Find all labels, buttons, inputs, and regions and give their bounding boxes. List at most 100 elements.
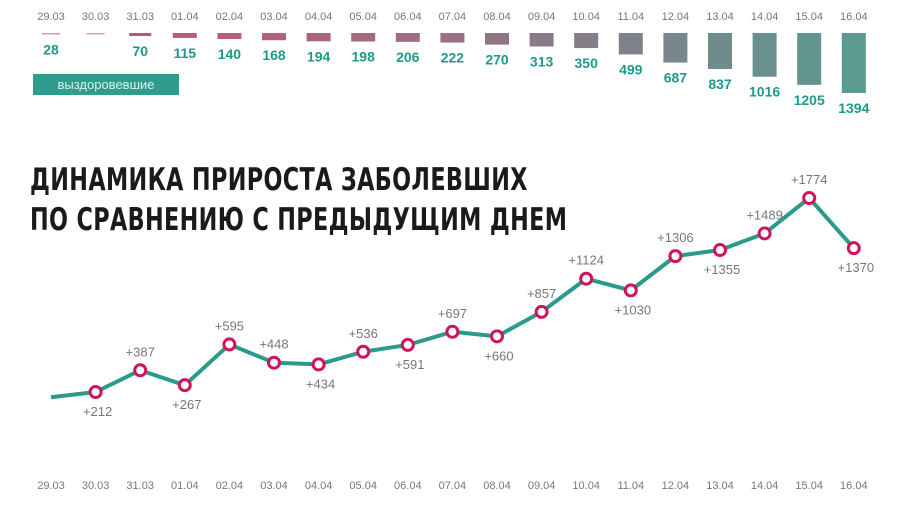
top-date-label: 06.04	[394, 11, 422, 23]
x-axis-date-label: 14.04	[751, 480, 779, 492]
recovered-value-label: 194	[307, 48, 331, 64]
recovered-value-label: 1205	[794, 92, 825, 108]
top-date-label: 30.03	[82, 11, 110, 23]
x-axis-date-label: 16.04	[840, 480, 868, 492]
recovered-value-label: 115	[174, 45, 197, 61]
recovered-bar	[440, 33, 465, 43]
recovered-value-label: 70	[132, 43, 148, 59]
growth-value-label: +1030	[615, 302, 652, 317]
top-date-label: 14.04	[751, 11, 779, 23]
growth-value-label: +660	[484, 348, 513, 363]
recovered-bar	[217, 33, 242, 40]
x-axis-date-label: 06.04	[394, 480, 422, 492]
top-date-label: 29.03	[37, 11, 65, 23]
x-axis-date-label: 07.04	[439, 480, 467, 492]
growth-marker	[177, 378, 192, 393]
growth-marker	[757, 226, 772, 241]
recovered-bar	[395, 33, 420, 42]
recovered-value-label: 1394	[838, 100, 869, 116]
growth-marker	[802, 190, 817, 205]
growth-marker	[356, 344, 371, 359]
top-date-label: 05.04	[349, 11, 377, 23]
growth-marker	[490, 329, 504, 344]
recovered-bar	[574, 33, 599, 49]
recovered-value-label: 168	[262, 47, 286, 63]
recovered-value-label: 222	[441, 50, 465, 66]
recovered-bar	[529, 33, 554, 47]
growth-value-label: +591	[395, 357, 424, 372]
growth-marker	[623, 283, 638, 298]
growth-value-label: +387	[126, 344, 155, 359]
x-axis-date-label: 31.03	[126, 480, 154, 492]
x-axis-date-label: 30.03	[82, 480, 110, 492]
top-date-label: 04.04	[305, 11, 333, 23]
top-date-label: 01.04	[171, 11, 199, 23]
growth-marker	[579, 271, 594, 286]
top-date-label: 15.04	[795, 11, 823, 23]
title-line-1: ДИНАМИКА ПРИРОСТА ЗАБОЛЕВШИХ	[30, 162, 528, 198]
growth-value-label: +448	[259, 337, 288, 352]
recovered-bar	[841, 33, 866, 93]
recovered-bar	[306, 33, 331, 42]
recovered-value-label: 837	[708, 76, 732, 92]
growth-marker	[400, 337, 415, 352]
recovered-value-label: 198	[352, 49, 376, 65]
growth-value-label: +536	[349, 326, 378, 341]
top-date-label: 31.03	[126, 11, 154, 23]
growth-marker	[534, 304, 549, 319]
growth-value-label: +1124	[568, 253, 604, 268]
recovered-value-label: 28	[43, 42, 59, 58]
recovered-value-label: 499	[619, 61, 643, 77]
growth-value-label: +1370	[838, 260, 875, 275]
growth-value-label: +1306	[657, 230, 694, 245]
recovered-bar	[663, 33, 688, 63]
title-line-2: ПО СРАВНЕНИЮ С ПРЕДЫДУЩИМ ДНЕМ	[30, 202, 568, 238]
growth-marker	[713, 243, 727, 258]
x-axis-date-label: 01.04	[171, 480, 199, 492]
recovered-value-label: 206	[396, 49, 420, 65]
growth-value-label: +434	[306, 376, 335, 391]
legend-recovered: выздоровевшие	[33, 74, 179, 95]
recovered-value-label: 350	[575, 55, 599, 71]
growth-value-label: +857	[527, 286, 556, 301]
growth-value-label: +267	[172, 397, 201, 412]
top-date-label: 09.04	[528, 11, 556, 23]
growth-marker	[88, 385, 103, 399]
x-axis-date-label: 29.03	[37, 480, 65, 492]
x-axis-date-label: 12.04	[662, 480, 690, 492]
chart-title: ДИНАМИКА ПРИРОСТА ЗАБОЛЕВШИХ ПО СРАВНЕНИ…	[30, 160, 567, 240]
recovered-bar	[129, 33, 152, 37]
x-axis-date-label: 09.04	[528, 480, 556, 492]
recovered-value-label: 1016	[749, 84, 780, 100]
growth-value-label: +212	[83, 404, 112, 419]
top-date-label: 16.04	[840, 11, 868, 23]
top-date-label: 08.04	[483, 11, 511, 23]
growth-value-label: +1774	[791, 172, 828, 187]
growth-marker	[267, 355, 281, 370]
recovered-value-label: 313	[530, 53, 554, 69]
recovered-bar	[86, 33, 105, 35]
x-axis-date-label: 04.04	[305, 480, 333, 492]
x-axis-date-label: 10.04	[572, 480, 600, 492]
growth-marker	[445, 324, 460, 339]
x-axis-date-label: 15.04	[795, 480, 823, 492]
recovered-bar	[797, 33, 822, 85]
growth-value-label: +595	[215, 318, 244, 333]
top-date-label: 10.04	[572, 11, 600, 23]
recovered-bar	[42, 33, 60, 35]
recovered-bar	[351, 33, 376, 42]
x-axis-date-label: 08.04	[483, 480, 511, 492]
growth-marker	[311, 357, 326, 372]
x-axis-date-label: 11.04	[617, 480, 644, 492]
growth-marker	[222, 337, 237, 352]
recovered-bar	[262, 33, 286, 41]
recovered-value-label: 687	[664, 70, 688, 86]
x-axis-date-label: 03.04	[260, 480, 288, 492]
growth-value-label: +1489	[746, 207, 783, 222]
top-date-label: 03.04	[260, 11, 288, 23]
x-axis-date-label: 05.04	[349, 480, 377, 492]
recovered-bar	[618, 33, 643, 55]
recovered-value-label: 140	[218, 46, 242, 62]
growth-marker	[668, 249, 683, 264]
